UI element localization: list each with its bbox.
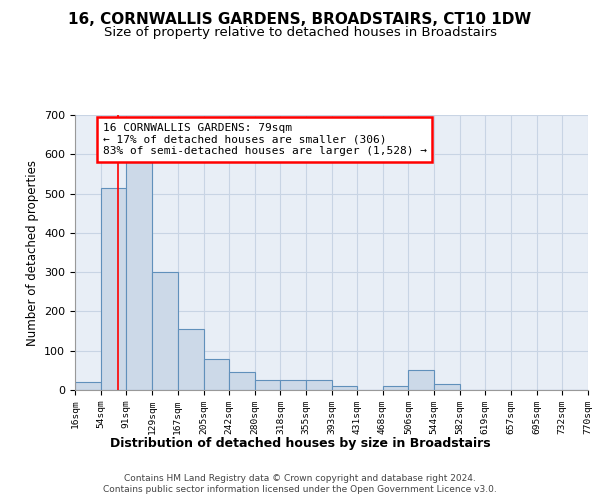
Bar bbox=[254, 380, 280, 390]
Bar bbox=[75, 382, 101, 390]
Y-axis label: Number of detached properties: Number of detached properties bbox=[26, 160, 38, 346]
Text: Size of property relative to detached houses in Broadstairs: Size of property relative to detached ho… bbox=[104, 26, 497, 39]
Bar bbox=[152, 272, 178, 390]
Bar bbox=[434, 384, 460, 390]
Bar bbox=[203, 358, 229, 390]
Bar bbox=[126, 162, 152, 390]
Bar bbox=[383, 386, 409, 390]
Bar bbox=[229, 372, 254, 390]
Text: Contains public sector information licensed under the Open Government Licence v3: Contains public sector information licen… bbox=[103, 485, 497, 494]
Bar bbox=[178, 329, 203, 390]
Bar bbox=[331, 386, 358, 390]
Text: 16, CORNWALLIS GARDENS, BROADSTAIRS, CT10 1DW: 16, CORNWALLIS GARDENS, BROADSTAIRS, CT1… bbox=[68, 12, 532, 28]
Bar bbox=[305, 380, 331, 390]
Bar bbox=[409, 370, 434, 390]
Text: Distribution of detached houses by size in Broadstairs: Distribution of detached houses by size … bbox=[110, 438, 490, 450]
Text: Contains HM Land Registry data © Crown copyright and database right 2024.: Contains HM Land Registry data © Crown c… bbox=[124, 474, 476, 483]
Bar bbox=[101, 188, 126, 390]
Bar bbox=[280, 380, 305, 390]
Text: 16 CORNWALLIS GARDENS: 79sqm
← 17% of detached houses are smaller (306)
83% of s: 16 CORNWALLIS GARDENS: 79sqm ← 17% of de… bbox=[103, 123, 427, 156]
